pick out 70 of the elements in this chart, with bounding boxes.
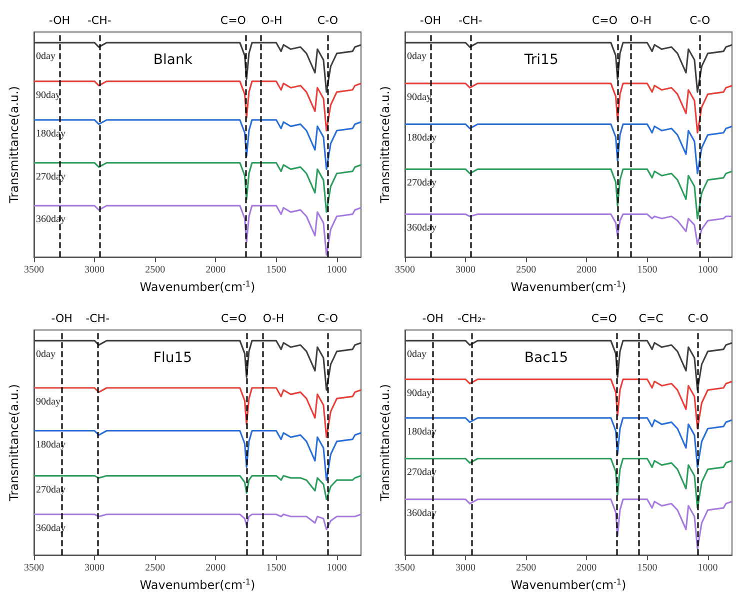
ref-line-label: -CH- — [86, 312, 110, 325]
x-tick-label: 3000 — [456, 264, 476, 276]
ref-line-label: O-H — [630, 14, 652, 27]
x-tick-label: 3500 — [395, 264, 415, 276]
series-label: 360day — [36, 522, 66, 534]
x-tick-label: 1000 — [326, 562, 347, 574]
ref-line-label: C-O — [317, 312, 338, 325]
series-label: 0day — [407, 51, 426, 62]
series-label: 270day — [36, 171, 66, 182]
ref-line-label: -CH₂- — [457, 312, 486, 325]
series-label: 0day — [36, 51, 56, 62]
x-tick-label: 1000 — [326, 264, 347, 276]
ref-line-label: C=C — [638, 312, 664, 325]
ref-line-label: C=O — [220, 14, 246, 27]
series-label: 90day — [407, 92, 432, 103]
ref-line-label: -OH — [420, 14, 442, 27]
x-tick-label: 2000 — [576, 264, 597, 276]
y-axis-title: Transmittance(a.u.) — [7, 86, 21, 204]
y-axis-title: Transmittance(a.u.) — [378, 384, 392, 502]
text: Flu15 — [153, 350, 192, 366]
series-label: 270day — [407, 178, 436, 189]
ref-line-label: C-O — [690, 14, 711, 27]
series-label: 0day — [407, 349, 426, 360]
ref-line-label: -OH — [422, 312, 444, 325]
x-tick-label: 1500 — [637, 562, 658, 574]
x-tick-label: 3000 — [456, 562, 476, 574]
x-tick-label: 2500 — [516, 264, 536, 276]
ref-line-label: O-H — [261, 14, 282, 27]
series-label: 90day — [36, 396, 60, 408]
x-tick-label: 1000 — [698, 562, 718, 574]
series-label: 180day — [407, 426, 436, 438]
x-tick-label: 2500 — [145, 562, 166, 574]
x-tick-label: 2000 — [206, 562, 226, 574]
x-tick-label: 1500 — [266, 264, 286, 276]
x-tick-label: 3000 — [84, 264, 105, 276]
text: Tri15 — [523, 52, 558, 68]
x-tick-label: 1500 — [266, 562, 286, 574]
ref-line-label: O-H — [262, 312, 284, 325]
y-axis-title: Transmittance(a.u.) — [378, 86, 392, 204]
series-label: 270day — [407, 467, 436, 478]
ref-line-label: C-O — [688, 312, 709, 325]
series-label: 180day — [36, 128, 66, 140]
x-tick-label: 3500 — [24, 264, 44, 276]
ref-line-label: -OH — [48, 14, 70, 27]
y-axis-title: Transmittance(a.u.) — [7, 384, 21, 502]
ref-line-label: C=O — [592, 14, 618, 27]
x-tick-label: 3500 — [24, 562, 44, 574]
x-tick-label: 1500 — [637, 264, 658, 276]
series-label: 90day — [36, 90, 60, 101]
ref-line-label: C-O — [317, 14, 338, 27]
ref-line-label: -CH- — [87, 14, 112, 27]
series-label: 180day — [407, 132, 436, 144]
x-tick-label: 3500 — [395, 562, 415, 574]
series-label: 0day — [36, 349, 56, 360]
ref-line-label: C=O — [591, 312, 618, 325]
series-label: 360day — [407, 508, 436, 519]
x-tick-label: 1000 — [698, 264, 718, 276]
series-label: 360day — [36, 214, 66, 226]
text: Blank — [153, 52, 194, 68]
x-tick-label: 2000 — [206, 264, 226, 276]
series-label: 360day — [407, 222, 436, 234]
x-tick-label: 2500 — [145, 264, 166, 276]
x-tick-label: 2500 — [516, 562, 536, 574]
ref-line-label: -OH — [51, 312, 72, 325]
x-tick-label: 3000 — [84, 562, 105, 574]
text: Bac15 — [524, 350, 568, 366]
series-label: 90day — [407, 388, 432, 399]
ref-line-label: C=O — [220, 312, 247, 325]
ref-line-label: -CH- — [458, 14, 482, 27]
x-tick-label: 2000 — [576, 562, 597, 574]
